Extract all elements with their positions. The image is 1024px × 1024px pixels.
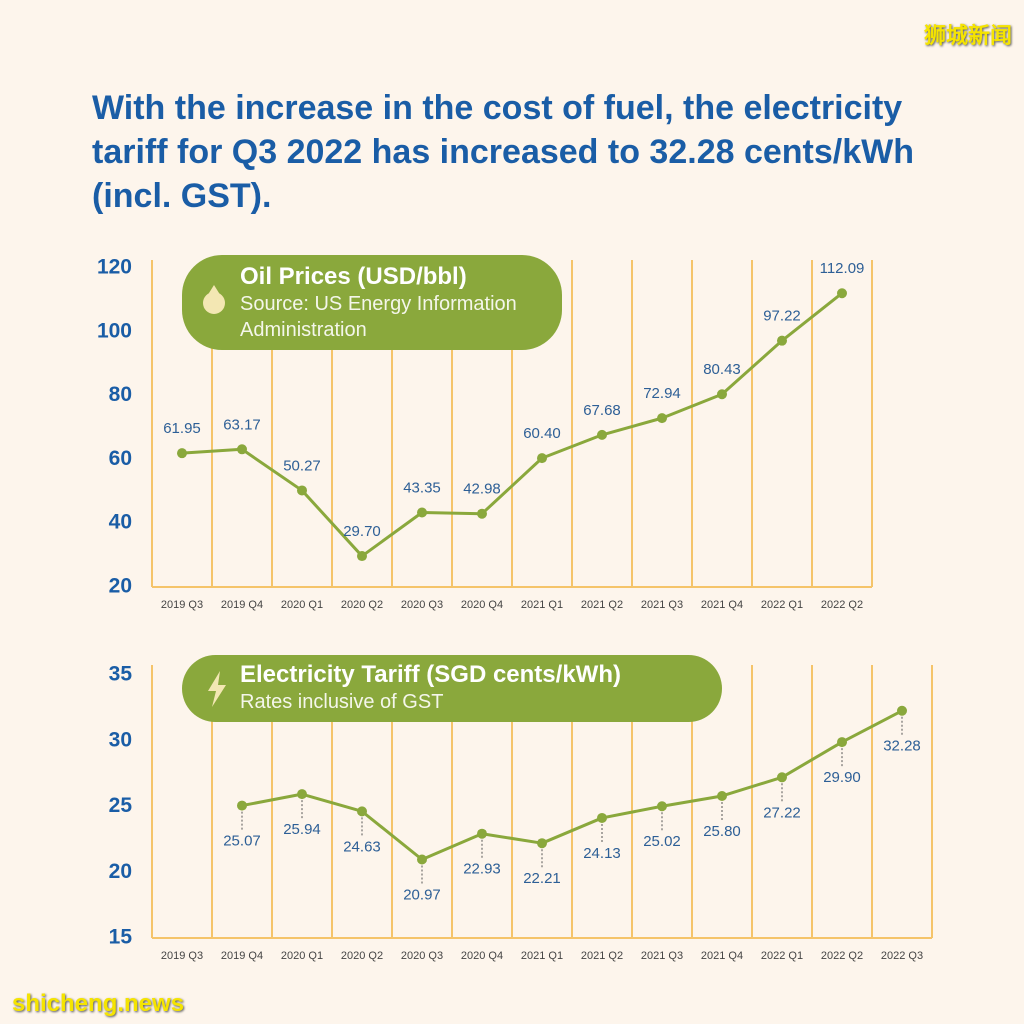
legend-box: Electricity Tariff (SGD cents/kWh) Rates… [182, 655, 722, 722]
x-tick-label: 2020 Q2 [341, 599, 383, 611]
y-tick-label: 30 [109, 728, 132, 751]
line [241, 709, 903, 861]
y-tick-label: 15 [109, 926, 133, 949]
x-tick-label: 2019 Q4 [221, 599, 263, 611]
point [837, 288, 847, 299]
point [897, 705, 907, 716]
point [297, 789, 307, 800]
x-tick-label: 2020 Q4 [461, 950, 503, 962]
x-tick-label: 2019 Q4 [221, 950, 263, 962]
x-tick-label: 2021 Q2 [581, 599, 623, 611]
point [297, 485, 307, 496]
x-tick-label: 2020 Q2 [341, 950, 383, 962]
value-label: 25.80 [703, 823, 741, 840]
value-label: 27.22 [763, 804, 801, 821]
y-tick-label: 120 [97, 256, 132, 279]
value-label: 63.17 [223, 416, 261, 433]
value-label: 29.90 [823, 769, 861, 786]
point [597, 429, 607, 440]
point [237, 800, 247, 811]
point [657, 413, 667, 424]
value-label: 80.43 [703, 361, 741, 378]
legend-subtitle: Rates inclusive of GST [240, 691, 444, 713]
point [477, 828, 487, 839]
y-tick-label: 25 [109, 794, 133, 817]
x-tick-label: 2020 Q3 [401, 950, 443, 962]
x-tick-label: 2021 Q1 [521, 950, 563, 962]
y-tick-label: 100 [97, 319, 132, 342]
y-tick-label: 40 [109, 511, 132, 534]
value-label: 22.93 [463, 861, 501, 878]
value-label: 43.35 [403, 479, 441, 496]
value-label: 20.97 [403, 886, 441, 903]
value-label: 61.95 [163, 420, 201, 437]
value-label: 97.22 [763, 308, 801, 325]
y-tick-label: 20 [109, 575, 132, 598]
point [417, 507, 427, 518]
value-label: 67.68 [583, 402, 621, 419]
x-tick-label: 2021 Q4 [701, 599, 743, 611]
x-tick-label: 2022 Q2 [821, 599, 863, 611]
legend-title: Electricity Tariff (SGD cents/kWh) [240, 661, 621, 688]
point [477, 508, 487, 519]
value-label: 25.02 [643, 833, 681, 850]
x-tick-label: 2020 Q1 [281, 950, 323, 962]
value-label: 60.40 [523, 425, 561, 442]
value-label: 32.28 [883, 738, 921, 755]
watermark: shicheng.news [12, 990, 185, 1017]
x-tick-label: 2020 Q3 [401, 599, 443, 611]
y-tick-label: 60 [109, 447, 132, 470]
value-label: 24.63 [343, 838, 381, 855]
x-tick-label: 2022 Q1 [761, 950, 803, 962]
value-label: 25.07 [223, 833, 261, 850]
point [777, 772, 787, 783]
value-label: 42.98 [463, 481, 501, 498]
line [181, 292, 843, 558]
legend-box: Oil Prices (USD/bbl) Source: US Energy I… [182, 255, 562, 350]
point [717, 389, 727, 400]
x-tick-label: 2021 Q3 [641, 950, 683, 962]
point [537, 838, 547, 849]
x-tick-label: 2019 Q3 [161, 599, 203, 611]
x-tick-label: 2021 Q3 [641, 599, 683, 611]
x-tick-label: 2022 Q1 [761, 599, 803, 611]
x-tick-label: 2021 Q4 [701, 950, 743, 962]
x-tick-label: 2021 Q1 [521, 599, 563, 611]
x-tick-label: 2019 Q3 [161, 950, 203, 962]
y-tick-label: 20 [109, 860, 132, 883]
value-label: 29.70 [343, 523, 381, 540]
value-label: 72.94 [643, 385, 681, 402]
x-tick-label: 2021 Q2 [581, 950, 623, 962]
bolt-icon [208, 671, 226, 707]
point [657, 801, 667, 812]
y-tick-label: 35 [109, 663, 133, 686]
x-tick-label: 2022 Q3 [881, 950, 923, 962]
point [237, 444, 247, 455]
watermark: 狮城新闻 [923, 23, 1012, 48]
value-label: 50.27 [283, 457, 321, 474]
point [177, 448, 187, 459]
legend-title: Oil Prices (USD/bbl) [240, 263, 467, 290]
value-label: 24.13 [583, 845, 621, 862]
headline: With the increase in the cost of fuel, t… [92, 89, 914, 215]
value-label: 25.94 [283, 821, 321, 838]
x-tick-label: 2020 Q4 [461, 599, 503, 611]
point [597, 812, 607, 823]
x-tick-label: 2022 Q2 [821, 950, 863, 962]
point [837, 737, 847, 748]
point [777, 335, 787, 346]
point [717, 790, 727, 801]
point [357, 806, 367, 817]
point [537, 453, 547, 464]
point [417, 854, 427, 865]
legend-subtitle: Source: US Energy Information Administra… [240, 293, 517, 341]
drop-icon [203, 285, 225, 314]
point [357, 551, 367, 562]
y-tick-label: 80 [109, 383, 132, 406]
value-label: 112.09 [820, 260, 865, 277]
value-label: 22.21 [523, 870, 561, 887]
x-tick-label: 2020 Q1 [281, 599, 323, 611]
